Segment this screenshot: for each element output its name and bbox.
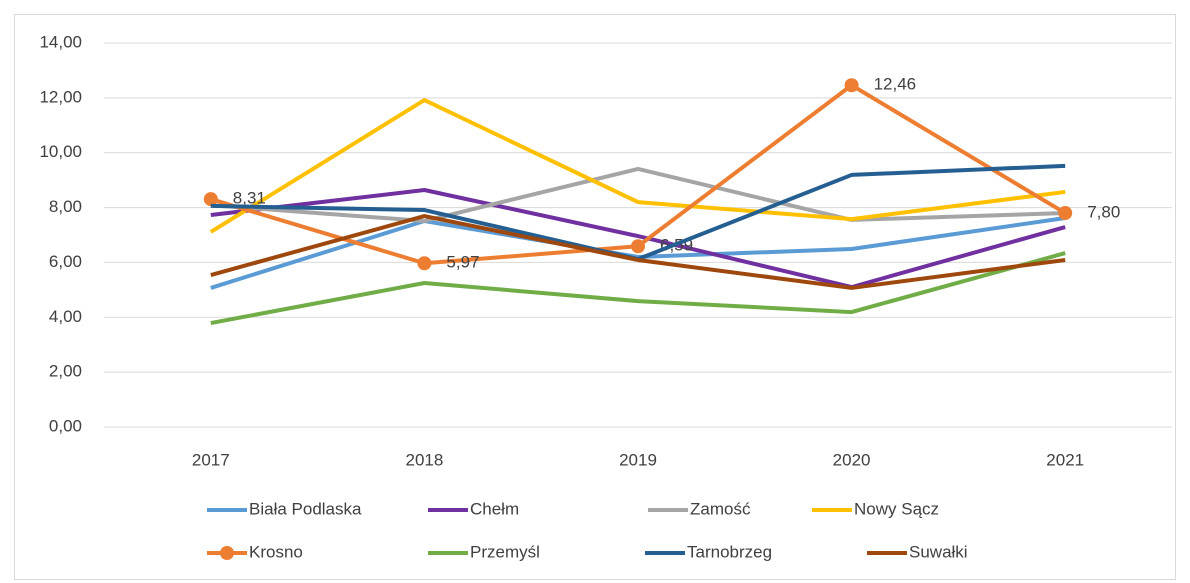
legend-label: Zamość [690, 499, 751, 518]
x-tick-label: 2021 [1046, 450, 1084, 469]
data-label: 5,97 [446, 253, 479, 272]
legend-label: Tarnobrzeg [687, 542, 772, 561]
series-line [210, 251, 1066, 326]
y-tick-label: 6,00 [49, 252, 82, 271]
y-tick-label: 12,00 [39, 87, 82, 106]
x-tick-label: 2017 [192, 450, 230, 469]
legend-label: Krosno [249, 542, 303, 561]
y-tick-label: 4,00 [49, 307, 82, 326]
y-tick-label: 14,00 [39, 32, 82, 51]
x-tick-label: 2019 [619, 450, 657, 469]
legend-label: Suwałki [909, 542, 968, 561]
point-marker [417, 256, 432, 271]
data-label: 12,46 [874, 75, 917, 94]
legend-label: Przemyśl [470, 542, 540, 561]
y-tick-label: 2,00 [49, 362, 82, 381]
series-line [210, 188, 1066, 290]
point-marker [631, 239, 645, 254]
legend-marker [220, 546, 234, 560]
point-marker [844, 78, 859, 93]
point-marker [1058, 206, 1073, 221]
series-line [209, 98, 1066, 234]
legend-label: Chełm [470, 499, 519, 518]
data-label: 8,31 [233, 189, 266, 208]
series-line [210, 214, 1066, 290]
x-tick-label: 2020 [833, 450, 871, 469]
y-tick-label: 10,00 [39, 142, 82, 161]
legend-label: Nowy Sącz [854, 499, 939, 518]
x-tick-label: 2018 [405, 450, 443, 469]
y-tick-label: 8,00 [49, 197, 82, 216]
legend-label: Biała Podlaska [249, 499, 362, 518]
y-tick-label: 0,00 [49, 416, 82, 435]
data-label: 7,80 [1087, 203, 1120, 222]
point-marker [203, 192, 218, 207]
series-line [210, 166, 1066, 224]
